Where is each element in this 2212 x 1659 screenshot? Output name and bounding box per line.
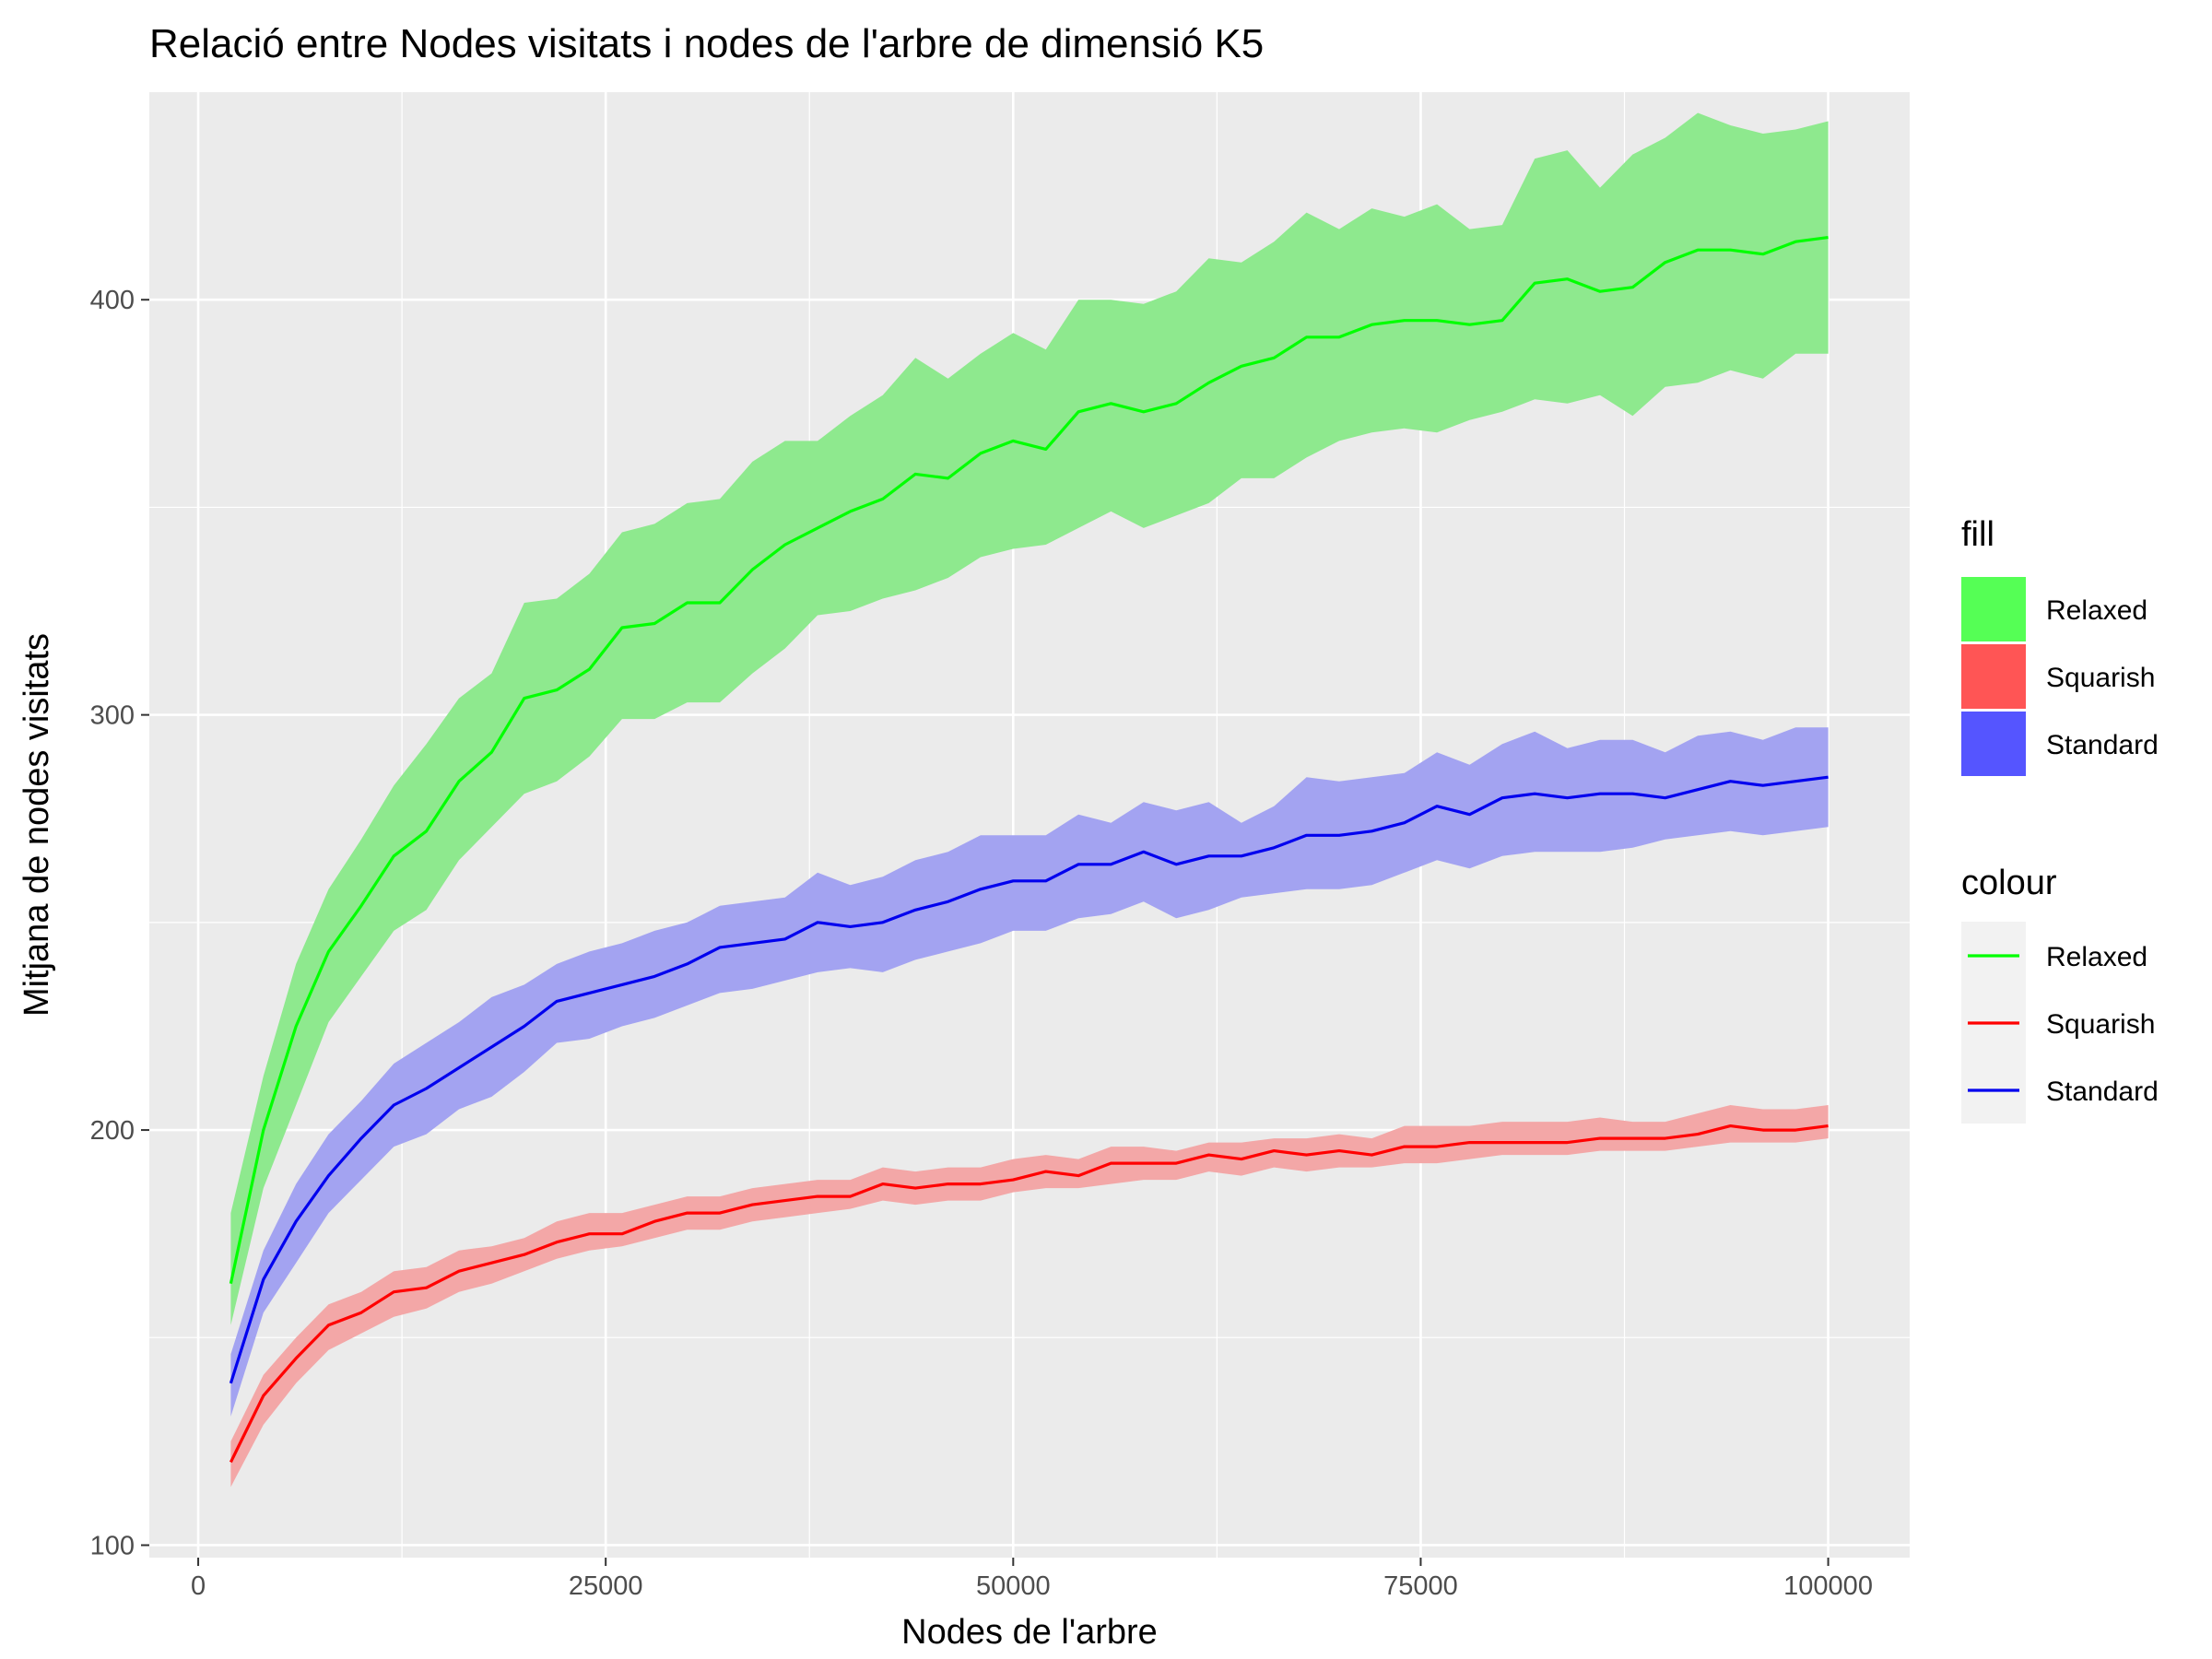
- x-axis: 0 25000 50000 75000 100000: [191, 1558, 1873, 1601]
- x-tick-label: 50000: [976, 1571, 1051, 1601]
- legend-fill-label-relaxed: Relaxed: [2046, 595, 2147, 626]
- legend-fill-key-squarish: [1961, 644, 2026, 709]
- legend-colour-label-relaxed: Relaxed: [2046, 942, 2147, 972]
- y-axis-title: Mitjana de nodes visitats: [18, 633, 56, 1017]
- legend-fill-label-squarish: Squarish: [2046, 663, 2155, 693]
- y-tick-label: 100: [90, 1531, 135, 1560]
- ribbon-relaxed: [230, 112, 1829, 1325]
- legend-colour-label-standard: Standard: [2046, 1077, 2159, 1107]
- x-axis-title: Nodes de l'arbre: [901, 1613, 1158, 1652]
- legend-fill-key-standard: [1961, 712, 2026, 776]
- chart-title: Relació entre Nodes visitats i nodes de …: [149, 21, 1264, 66]
- legend-title-colour: colour: [1961, 864, 2057, 902]
- legend-fill-label-standard: Standard: [2046, 730, 2159, 760]
- legend-title-fill: fill: [1961, 515, 1994, 554]
- y-axis: 100 200 300 400: [90, 286, 149, 1560]
- legend-fill-key-relaxed: [1961, 577, 2026, 641]
- x-tick-label: 75000: [1383, 1571, 1458, 1601]
- legend: fill Relaxed Squarish Standard colour Relaxed…: [1961, 515, 2159, 1124]
- y-tick-label: 400: [90, 286, 135, 315]
- x-tick-label: 100000: [1783, 1571, 1873, 1601]
- legend-colour-label-squarish: Squarish: [2046, 1009, 2155, 1040]
- line-squarish: [229, 1124, 1829, 1464]
- series-lines: [229, 236, 1829, 1464]
- x-tick-label: 25000: [569, 1571, 643, 1601]
- line-standard: [229, 775, 1829, 1384]
- y-tick-label: 300: [90, 701, 135, 731]
- ribbon-squarish: [230, 1105, 1829, 1488]
- y-tick-label: 200: [90, 1116, 135, 1146]
- line-relaxed: [229, 236, 1829, 1285]
- x-tick-label: 0: [191, 1571, 206, 1601]
